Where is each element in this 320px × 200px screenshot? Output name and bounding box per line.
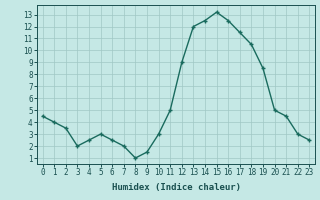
X-axis label: Humidex (Indice chaleur): Humidex (Indice chaleur) bbox=[111, 183, 241, 192]
